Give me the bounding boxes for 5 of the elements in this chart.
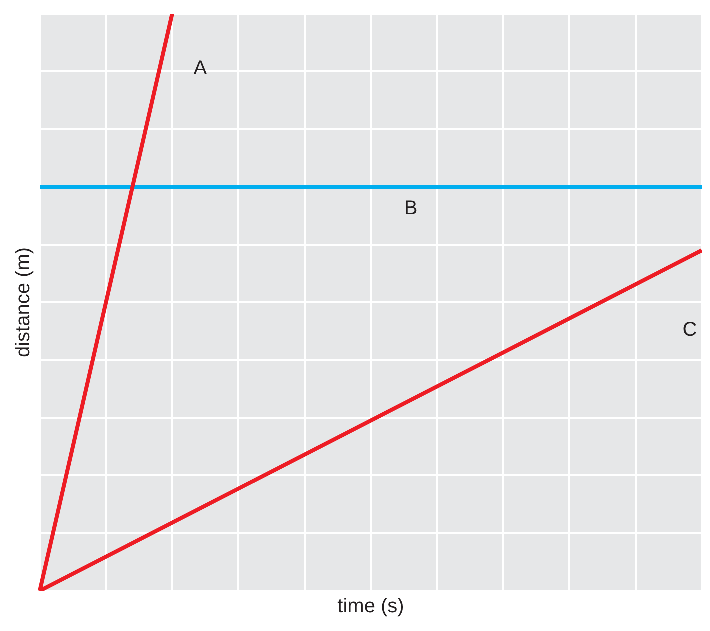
- series-label: B: [404, 198, 418, 220]
- x-axis-title: time (s): [338, 596, 404, 618]
- y-axis-title: distance (m): [12, 247, 35, 358]
- series-label: A: [194, 58, 208, 80]
- text: C: [682, 319, 698, 342]
